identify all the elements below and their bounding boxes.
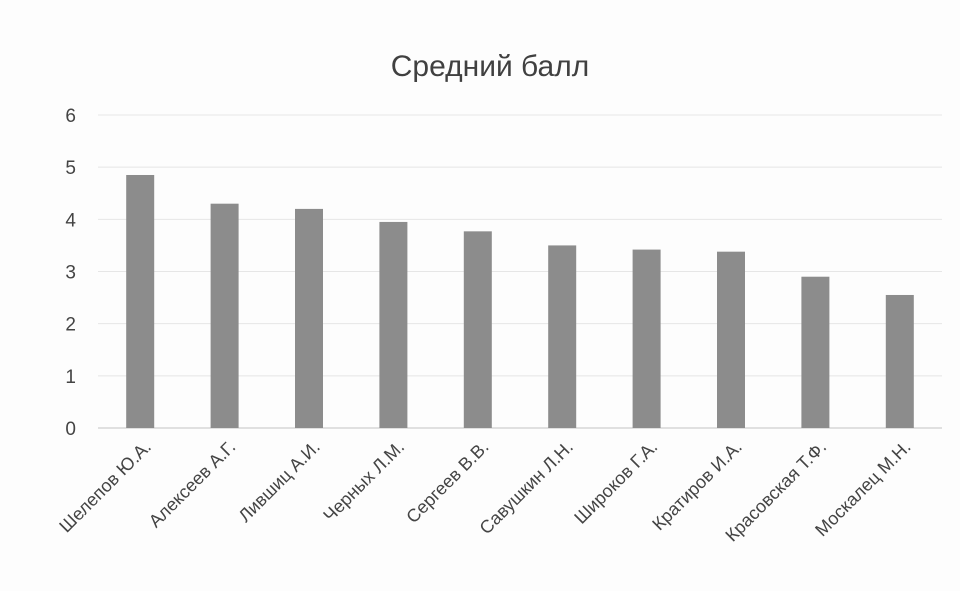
y-tick-label: 5: [65, 158, 76, 179]
x-category-label: Черных Л.М.: [319, 437, 408, 526]
bar: [463, 231, 492, 428]
x-category-label: Алексеев А.Г.: [145, 437, 240, 532]
bar: [885, 294, 914, 428]
bar: [126, 174, 155, 428]
y-axis-tick-labels: 0 1 2 3 4 5 6: [65, 106, 76, 440]
x-category-label: Лившиц А.И.: [235, 437, 324, 526]
gridlines: [98, 114, 942, 429]
bar: [801, 276, 830, 428]
y-tick-label: 3: [65, 263, 76, 284]
x-category-label: Широков Г.А.: [570, 437, 661, 528]
chart-title: Средний балл: [391, 50, 590, 83]
y-tick-label: 6: [65, 106, 76, 127]
x-category-label: Шелепов Ю.А.: [55, 437, 155, 537]
y-tick-label: 2: [65, 315, 76, 336]
y-tick-label: 1: [65, 367, 76, 388]
bar: [210, 203, 239, 428]
y-tick-label: 0: [65, 419, 76, 440]
x-category-label: Кратиров И.А.: [648, 437, 746, 535]
bar: [548, 245, 577, 428]
bar: [717, 251, 745, 428]
bar: [379, 221, 408, 428]
y-tick-label: 4: [65, 210, 76, 231]
x-axis-category-labels: Шелепов Ю.А.Алексеев А.Г.Лившиц А.И.Черн…: [55, 437, 914, 546]
bar: [295, 208, 323, 428]
bar: [632, 249, 661, 428]
x-category-label: Сергеев В.В.: [402, 437, 492, 527]
bars: [126, 174, 914, 428]
